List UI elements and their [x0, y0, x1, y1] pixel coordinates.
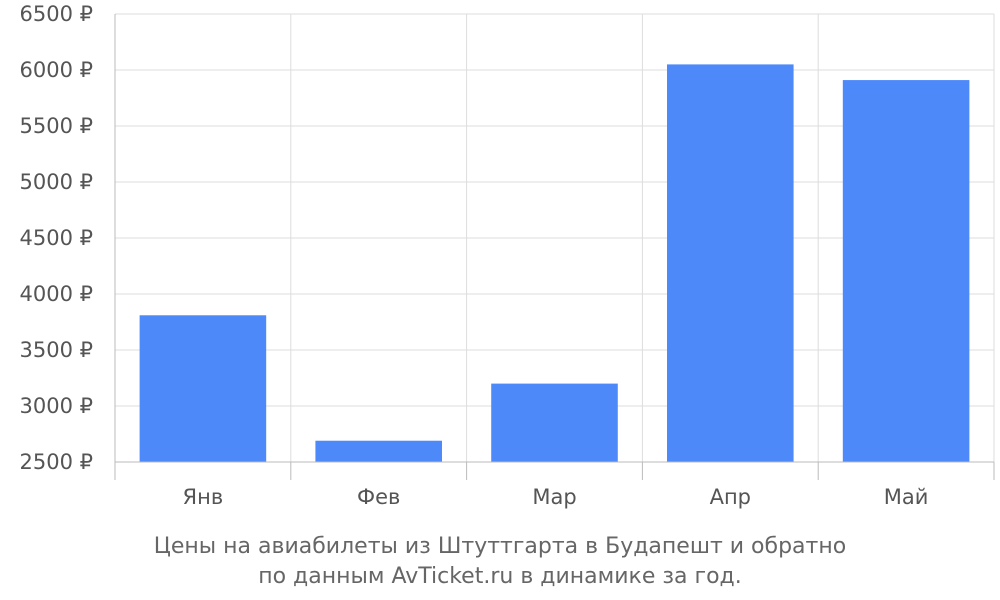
y-tick-label: 2500 ₽	[20, 450, 93, 474]
y-tick-label: 3500 ₽	[20, 338, 93, 362]
x-tick-label: Янв	[183, 485, 224, 509]
bars	[139, 64, 970, 463]
x-tick-label: Май	[884, 485, 929, 509]
x-tick-label: Фев	[357, 485, 400, 509]
axes	[114, 14, 995, 480]
y-tick-label: 4500 ₽	[20, 226, 93, 250]
bar	[139, 315, 267, 462]
y-tick-label: 6000 ₽	[20, 58, 93, 82]
bar	[842, 80, 970, 462]
x-tick-label: Мар	[532, 485, 576, 509]
bar	[667, 64, 794, 463]
x-tick-label: Апр	[710, 485, 751, 509]
y-tick-label: 5000 ₽	[20, 170, 93, 194]
y-tick-label: 6500 ₽	[20, 2, 93, 26]
y-tick-labels: 2500 ₽ 3000 ₽ 3500 ₽ 4000 ₽ 4500 ₽ 5000 ₽ 5500…	[20, 2, 93, 474]
y-tick-label: 4000 ₽	[20, 282, 93, 306]
price-bar-chart: 2500 ₽ 3000 ₽ 3500 ₽ 4000 ₽ 4500 ₽ 5000 ₽ 5500…	[20, 2, 995, 509]
y-tick-label: 3000 ₽	[20, 394, 93, 418]
chart-caption-line-1: Цены на авиабилеты из Штуттгарта в Будап…	[153, 534, 847, 559]
y-tick-label: 5500 ₽	[20, 114, 93, 138]
x-tick-labels: Янв Фев Мар Апр Май	[183, 485, 929, 509]
chart-caption-line-2: по данным AvTicket.ru в динамике за год.	[258, 564, 742, 589]
bar	[315, 440, 442, 462]
bar	[491, 383, 618, 462]
